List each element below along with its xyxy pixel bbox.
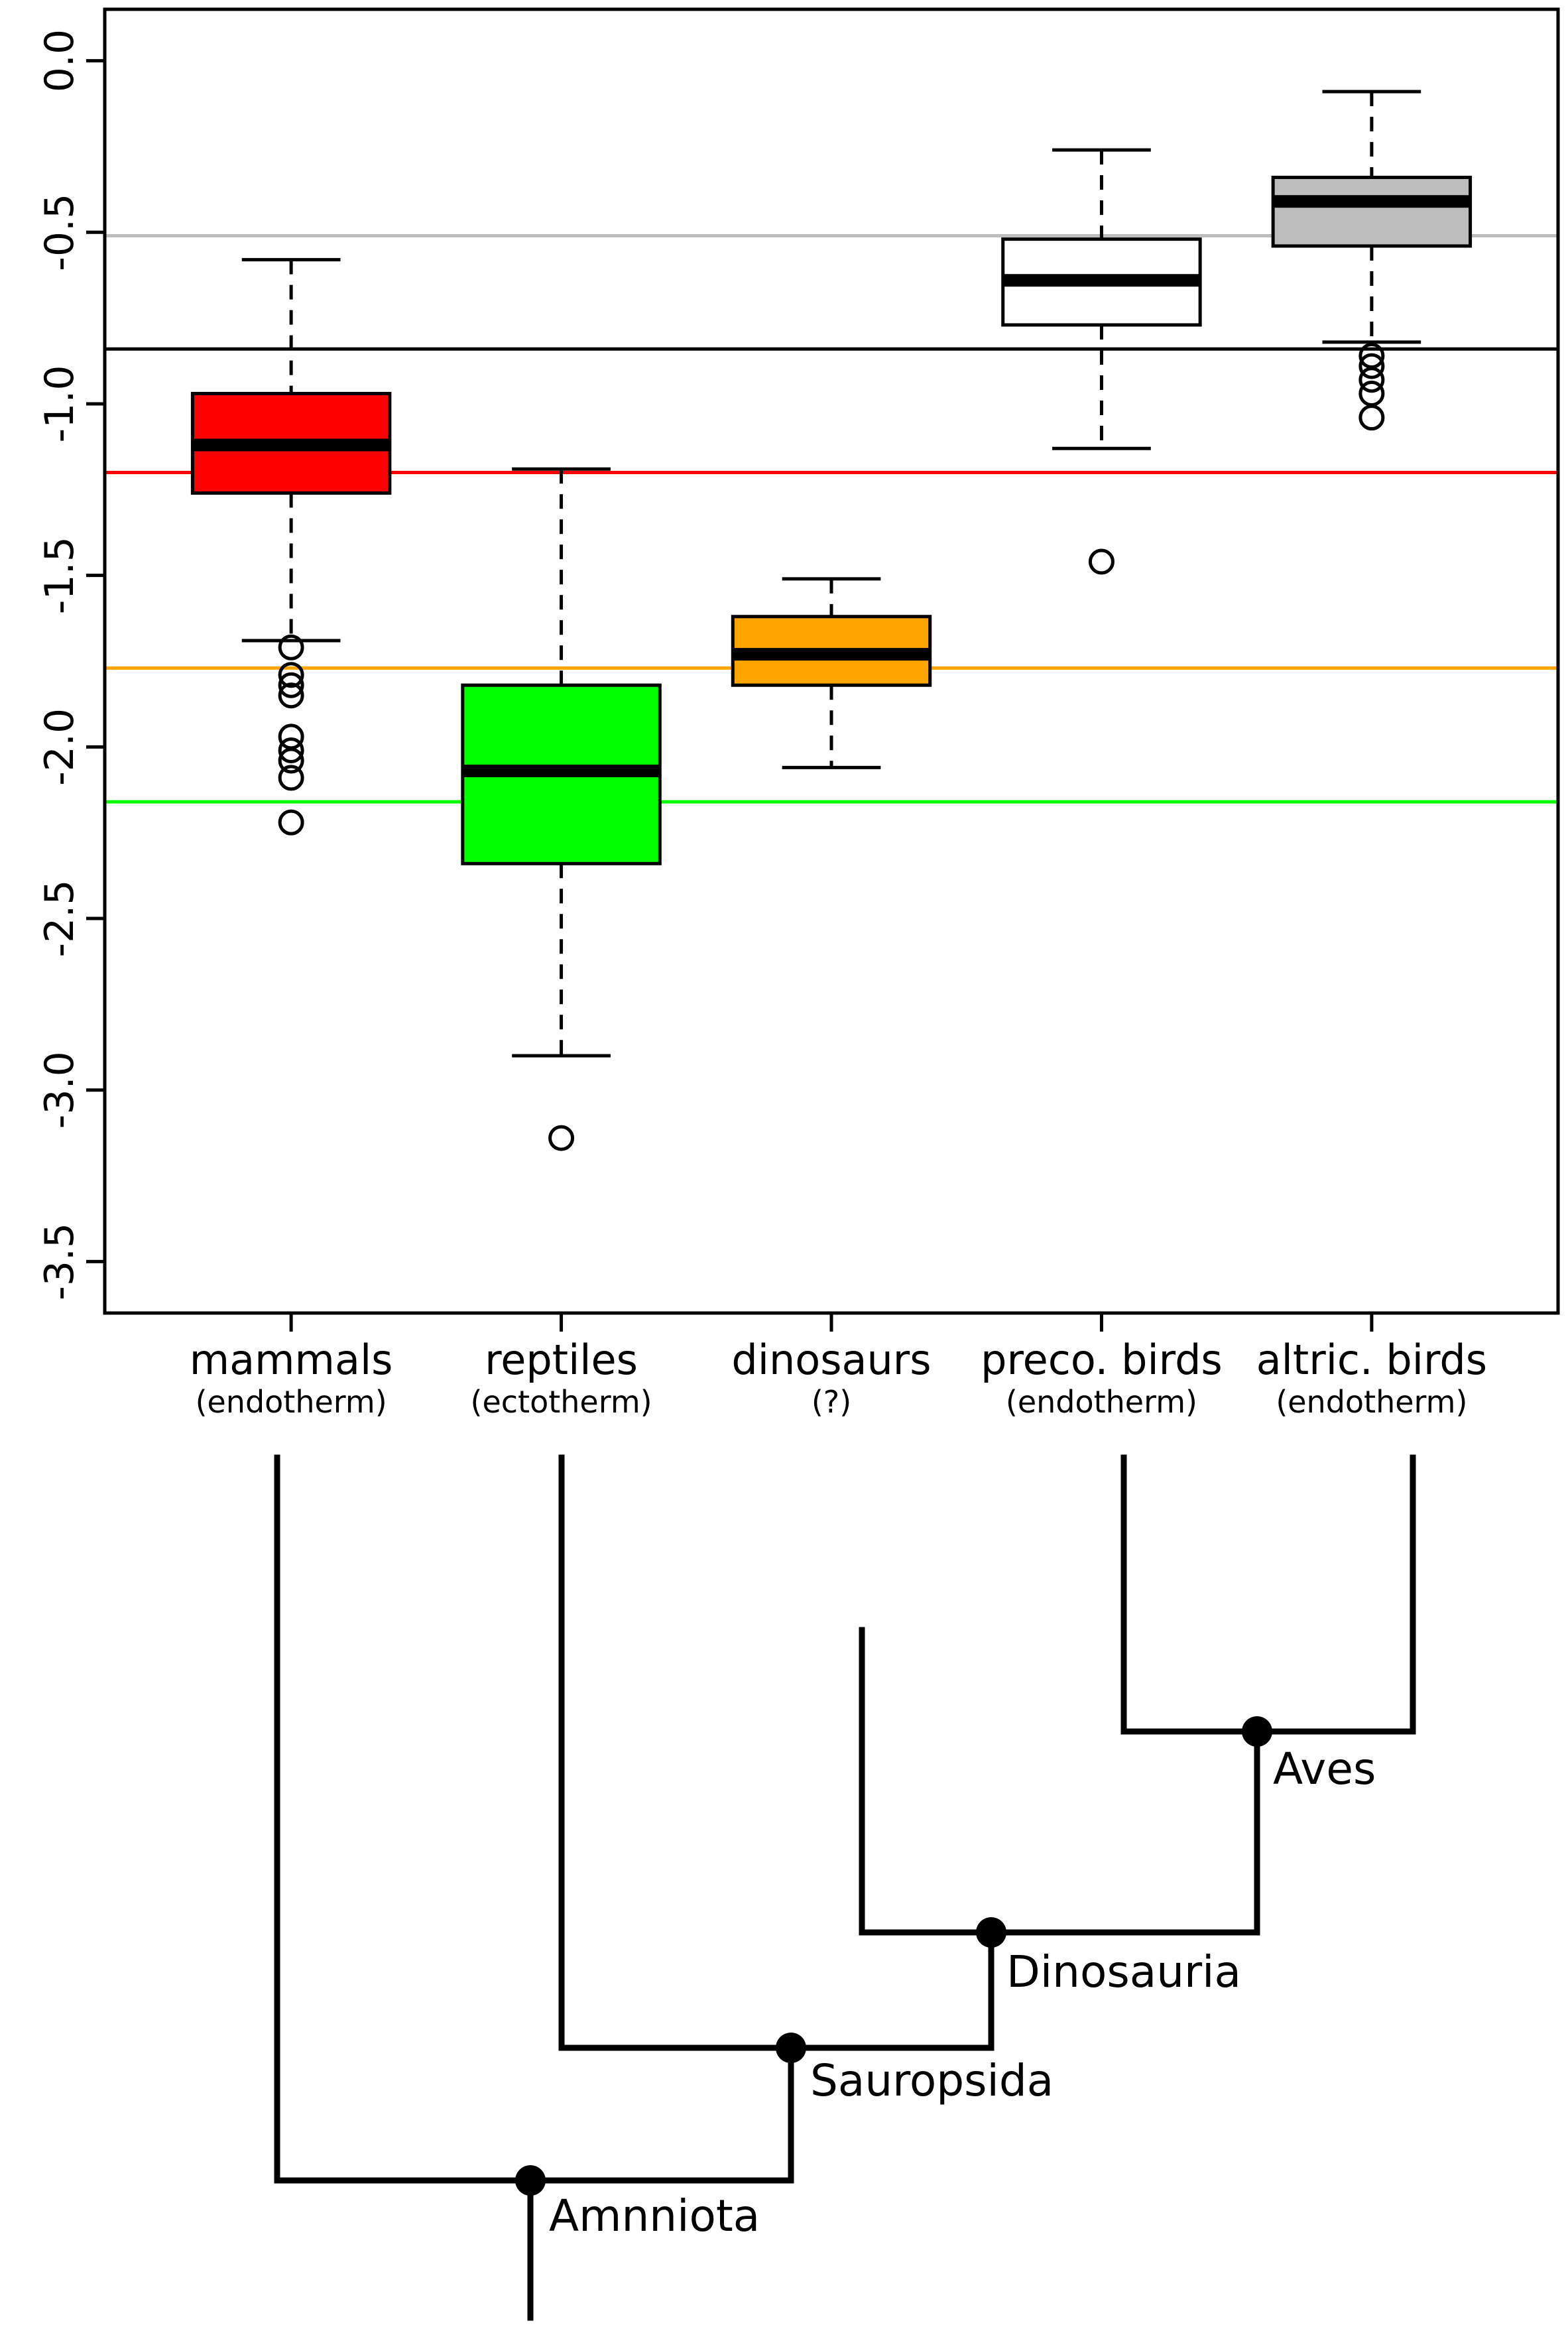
category-sublabel: (endotherm) <box>1276 1384 1467 1420</box>
clade-label-sauropsida: Sauropsida <box>810 2055 1054 2106</box>
boxes <box>190 90 1473 1151</box>
branch-sauropsida <box>558 1454 995 2051</box>
y-tick-label: -0.5 <box>36 194 83 271</box>
outlier-point <box>278 747 304 774</box>
outlier-point <box>1358 380 1385 407</box>
category-label: mammals <box>190 1336 393 1384</box>
boxplot-chart: 0.0-0.5-1.0-1.5-2.0-2.5-3.0-3.5 mammals(… <box>36 7 1560 1420</box>
y-tick-label: -2.5 <box>36 879 83 957</box>
box-group-4 <box>1271 90 1473 431</box>
y-axis: 0.0 -0.5 -1.0 -1.5 -2.0 -2.5 -3.0 -3.5 <box>36 29 105 1300</box>
category-sublabel: (ectotherm) <box>471 1384 652 1420</box>
branch-dinosauria <box>859 1627 1260 1936</box>
outlier-point <box>278 682 304 709</box>
outlier-point <box>278 737 304 764</box>
box <box>1271 176 1473 248</box>
outlier-point <box>1088 548 1115 575</box>
y-tick-label: -3.0 <box>36 1051 83 1129</box>
node-aves <box>1242 1716 1272 1747</box>
clade-label-dinosauria: Dinosauria <box>1006 1946 1241 1997</box>
y-tick-label: -1.5 <box>36 536 83 614</box>
tree-nodes <box>515 1716 1272 2196</box>
box-group-0 <box>190 258 392 836</box>
outlier-point <box>1358 405 1385 431</box>
y-tick-label: 0.0 <box>36 29 83 92</box>
category-label: reptiles <box>485 1336 638 1384</box>
category-label: altric. birds <box>1256 1336 1487 1384</box>
outlier-point <box>1358 367 1385 393</box>
category-label: dinosaurs <box>731 1336 931 1384</box>
branch-aves <box>1120 1454 1416 1735</box>
outlier-point <box>1358 353 1385 379</box>
clade-label-amniota: Amnniota <box>549 2190 760 2241</box>
node-dinosauria <box>976 1917 1006 1948</box>
outlier-point <box>278 765 304 791</box>
outlier-point <box>548 1125 575 1151</box>
box-group-3 <box>1001 148 1202 575</box>
category-sublabel: (endotherm) <box>196 1384 387 1420</box>
category-sublabel: (endotherm) <box>1006 1384 1197 1420</box>
y-tick-label: -3.5 <box>36 1223 83 1300</box>
box-group-1 <box>461 467 662 1151</box>
category-sublabel: (?) <box>812 1384 851 1420</box>
outlier-point <box>278 809 304 836</box>
outlier-point <box>278 672 304 698</box>
node-sauropsida <box>776 2033 806 2063</box>
node-amniota <box>515 2165 546 2196</box>
branch-amniota <box>274 1454 794 2184</box>
y-tick-label: -2.0 <box>36 708 83 786</box>
clade-label-aves: Aves <box>1273 1743 1376 1794</box>
y-tick-label: -1.0 <box>36 365 83 442</box>
phylogenetic-tree: Amnniota Sauropsida Dinosauria Aves <box>274 1454 1416 2321</box>
outlier-point <box>278 662 304 688</box>
category-label: preco. birds <box>981 1336 1223 1384</box>
tree-branches <box>274 1454 1416 2321</box>
outlier-point <box>278 634 304 660</box>
x-axis: mammals(endotherm)reptiles(ectotherm)din… <box>190 1313 1487 1420</box>
tree-labels: Amnniota Sauropsida Dinosauria Aves <box>549 1743 1376 2241</box>
box-group-2 <box>731 577 932 769</box>
